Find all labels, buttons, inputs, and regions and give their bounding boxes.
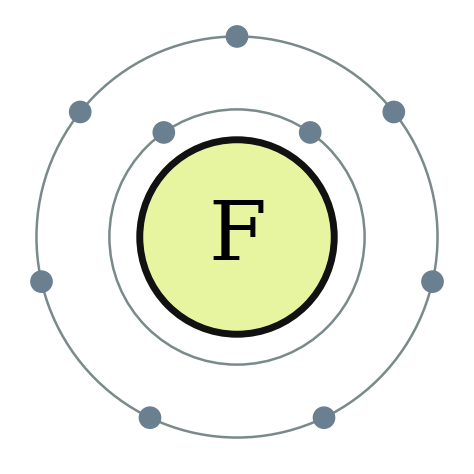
Circle shape xyxy=(227,26,247,47)
Text: F: F xyxy=(208,197,266,277)
Circle shape xyxy=(139,407,161,428)
Circle shape xyxy=(313,407,335,428)
Circle shape xyxy=(140,140,334,334)
Circle shape xyxy=(422,271,443,292)
Circle shape xyxy=(153,122,174,143)
Circle shape xyxy=(300,122,321,143)
Circle shape xyxy=(383,101,404,123)
Circle shape xyxy=(31,271,52,292)
Circle shape xyxy=(70,101,91,123)
